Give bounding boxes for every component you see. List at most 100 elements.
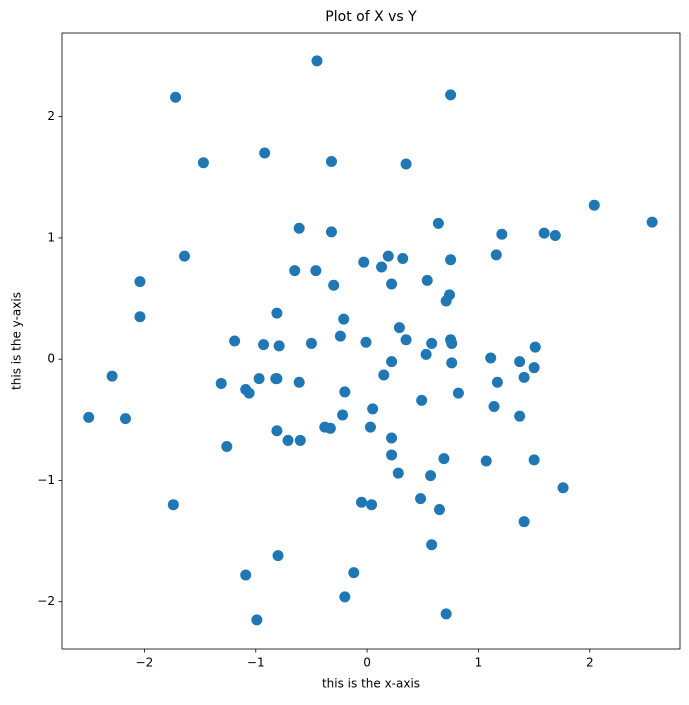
- scatter-point: [397, 253, 409, 265]
- scatter-point: [386, 278, 398, 290]
- scatter-point: [393, 322, 405, 334]
- scatter-point: [426, 337, 438, 349]
- scatter-point: [415, 493, 427, 505]
- scatter-point: [289, 265, 301, 277]
- scatter-point: [293, 376, 305, 388]
- scatter-point: [293, 222, 305, 234]
- scatter-point: [440, 608, 452, 620]
- scatter-point: [360, 336, 372, 348]
- scatter-point: [282, 434, 294, 446]
- scatter-point: [446, 357, 458, 369]
- scatter-point: [440, 295, 452, 307]
- scatter-point: [339, 386, 351, 398]
- scatter-point: [348, 567, 360, 579]
- y-tick-label: 1: [47, 230, 55, 244]
- scatter-point: [271, 373, 283, 385]
- scatter-point: [119, 413, 131, 425]
- scatter-point: [243, 387, 255, 399]
- scatter-point: [273, 340, 285, 352]
- scatter-point: [325, 156, 337, 168]
- scatter-point: [240, 569, 252, 581]
- scatter-point: [514, 410, 526, 422]
- scatter-point: [178, 250, 190, 262]
- scatter-point: [488, 400, 500, 412]
- scatter-point: [259, 147, 271, 159]
- scatter-point: [328, 279, 340, 291]
- scatter-point: [529, 341, 541, 353]
- scatter-point: [324, 422, 336, 434]
- x-axis-label: this is the x-axis: [322, 677, 420, 691]
- scatter-point: [446, 337, 458, 349]
- scatter-point: [382, 250, 394, 262]
- scatter-point: [251, 614, 263, 626]
- scatter-point: [310, 265, 322, 277]
- x-tick-label: −1: [247, 656, 265, 670]
- scatter-point: [376, 261, 388, 273]
- chart-title: Plot of X vs Y: [325, 9, 417, 25]
- scatter-point: [426, 539, 438, 551]
- scatter-point: [491, 376, 503, 388]
- scatter-point: [420, 348, 432, 360]
- scatter-point: [416, 394, 428, 406]
- scatter-point: [445, 89, 457, 101]
- scatter-point: [134, 276, 146, 288]
- x-tick-label: 2: [586, 656, 594, 670]
- scatter-point: [432, 217, 444, 229]
- scatter-point: [271, 425, 283, 437]
- scatter-point: [170, 91, 182, 103]
- scatter-point: [338, 313, 350, 325]
- scatter-point: [258, 339, 270, 351]
- scatter-point: [167, 499, 179, 511]
- y-tick-label: −2: [37, 594, 55, 608]
- scatter-point: [514, 356, 526, 368]
- scatter-point: [294, 434, 306, 446]
- scatter-point: [445, 254, 457, 266]
- scatter-point: [433, 504, 445, 516]
- scatter-point: [392, 467, 404, 479]
- scatter-point: [490, 249, 502, 261]
- scatter-point: [528, 362, 540, 374]
- scatter-point: [538, 227, 550, 239]
- scatter-point: [305, 337, 317, 349]
- y-tick-label: 0: [47, 352, 55, 366]
- scatter-point: [528, 454, 540, 466]
- scatter-point: [425, 470, 437, 482]
- scatter-point: [106, 370, 118, 382]
- scatter-point: [253, 373, 265, 385]
- scatter-point: [480, 455, 492, 467]
- x-tick-label: −2: [136, 656, 154, 670]
- scatter-point: [358, 256, 370, 268]
- scatter-point: [83, 411, 95, 423]
- x-tick-label: 0: [363, 656, 371, 670]
- scatter-point: [438, 453, 450, 465]
- scatter-point: [229, 335, 241, 347]
- scatter-point: [311, 55, 323, 67]
- scatter-point: [588, 199, 600, 211]
- scatter-point: [400, 334, 412, 346]
- scatter-point: [518, 516, 530, 528]
- scatter-point: [386, 356, 398, 368]
- scatter-point: [325, 226, 337, 238]
- scatter-point: [271, 307, 283, 319]
- y-axis-label: this is the y-axis: [10, 292, 24, 390]
- scatter-point: [221, 440, 233, 452]
- scatter-point: [421, 274, 433, 286]
- scatter-point: [549, 230, 561, 242]
- scatter-point: [215, 377, 227, 389]
- plot-frame: [61, 32, 681, 650]
- y-tick-label: −1: [37, 473, 55, 487]
- x-tick-label: 1: [475, 656, 483, 670]
- scatter-point: [367, 403, 379, 415]
- scatter-point: [356, 496, 368, 508]
- scatter-point: [400, 158, 412, 170]
- scatter-point: [339, 591, 351, 603]
- scatter-point: [518, 371, 530, 383]
- scatter-point: [337, 409, 349, 421]
- scatter-point: [496, 228, 508, 240]
- scatter-point: [646, 216, 658, 228]
- scatter-point: [485, 352, 497, 364]
- scatter-point: [378, 369, 390, 381]
- scatter-point: [557, 482, 569, 494]
- scatter-point: [197, 157, 209, 169]
